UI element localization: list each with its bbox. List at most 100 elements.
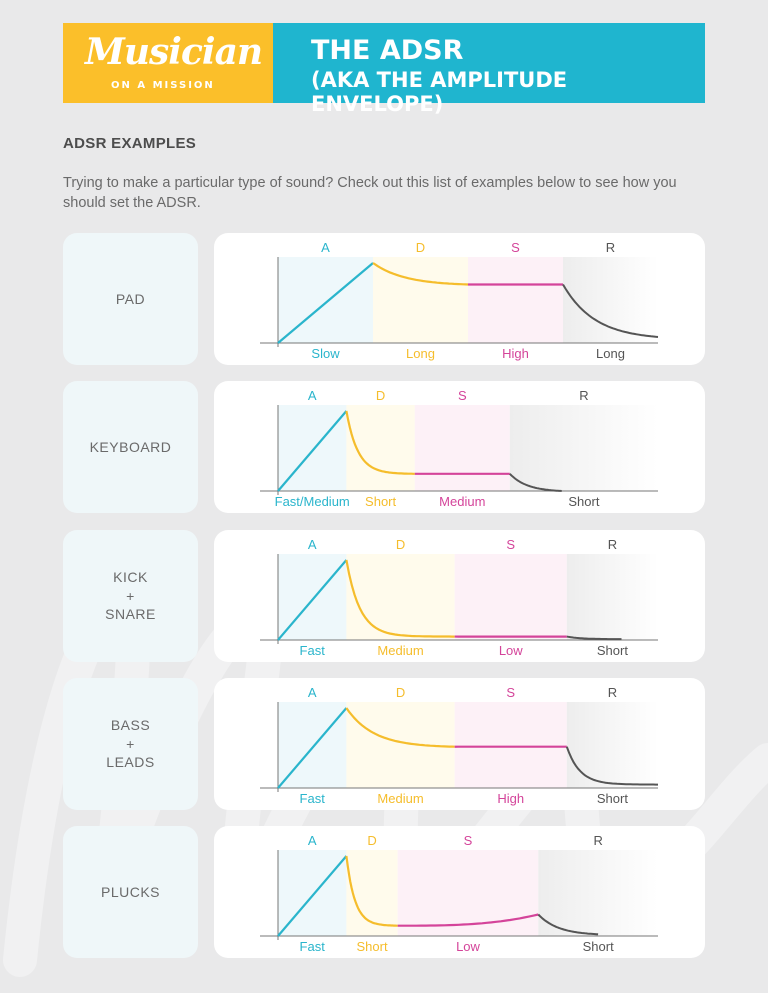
header-banner: Musician ON A MISSION THE ADSR (AKA THE … bbox=[63, 23, 705, 116]
page-subtitle: (AKA THE AMPLITUDE ENVELOPE) bbox=[311, 68, 568, 116]
decay-segment bbox=[372, 262, 469, 286]
attack-segment bbox=[277, 559, 348, 641]
attack-stage-letter: A bbox=[321, 240, 330, 255]
decay-stage-value: Long bbox=[406, 346, 435, 361]
sustain-stage-band bbox=[414, 405, 510, 491]
sustain-stage-band bbox=[397, 850, 539, 936]
release-segment bbox=[565, 746, 658, 786]
sustain-stage-value: Low bbox=[499, 643, 523, 658]
adsr-chart-card: A Fast D Short S Low R Short bbox=[214, 826, 705, 958]
attack-stage-letter: A bbox=[308, 388, 317, 403]
intro-text: Trying to make a particular type of soun… bbox=[63, 175, 677, 211]
release-stage-letter: R bbox=[608, 685, 617, 700]
release-stage-value: Short bbox=[583, 939, 614, 954]
sound-type-label-line: + bbox=[126, 587, 135, 604]
sound-type-label-line: SNARE bbox=[105, 606, 156, 623]
sound-type-label: BASS + LEADS bbox=[106, 716, 154, 772]
release-segment bbox=[537, 913, 599, 936]
release-segment bbox=[562, 284, 659, 338]
attack-stage-value: Fast/Medium bbox=[275, 494, 350, 509]
release-stage-band bbox=[566, 702, 658, 788]
adsr-envelope-diagram: A Fast D Medium S High R Short bbox=[260, 685, 658, 806]
decay-stage-band bbox=[346, 405, 415, 491]
sound-type-label-line: KICK bbox=[113, 569, 148, 586]
release-stage-band bbox=[566, 554, 658, 640]
sound-type-card: PLUCKS bbox=[63, 826, 198, 958]
adsr-chart-card: A Fast/Medium D Short S Medium R Short bbox=[214, 381, 705, 513]
adsr-envelope-diagram: A Fast/Medium D Short S Medium R Short bbox=[260, 388, 658, 509]
decay-stage-letter: D bbox=[367, 833, 376, 848]
attack-stage-value: Fast bbox=[300, 939, 326, 954]
release-stage-letter: R bbox=[579, 388, 588, 403]
sustain-stage-value: Low bbox=[456, 939, 480, 954]
decay-stage-value: Medium bbox=[377, 791, 423, 806]
adsr-chart-card: A Slow D Long S High R Long bbox=[214, 233, 705, 365]
sound-type-label: KEYBOARD bbox=[90, 438, 172, 457]
sound-type-label: PAD bbox=[116, 290, 145, 309]
sound-type-label-line: BASS bbox=[110, 717, 151, 734]
attack-stage-letter: A bbox=[308, 685, 317, 700]
sound-type-label: PLUCKS bbox=[101, 883, 160, 902]
sound-type-card: BASS + LEADS bbox=[63, 678, 198, 810]
release-stage-letter: R bbox=[606, 240, 615, 255]
attack-stage-letter: A bbox=[308, 833, 317, 848]
release-stage-value: Short bbox=[597, 791, 628, 806]
release-stage-letter: R bbox=[608, 537, 617, 552]
sustain-stage-band bbox=[454, 554, 567, 640]
sound-type-card: KEYBOARD bbox=[63, 381, 198, 513]
logo-wordmark: Musician bbox=[85, 31, 263, 73]
decay-stage-band bbox=[373, 257, 468, 343]
release-segment bbox=[509, 473, 562, 492]
attack-segment bbox=[277, 262, 374, 344]
attack-stage-value: Slow bbox=[311, 346, 340, 361]
sustain-segment bbox=[397, 913, 539, 927]
release-stage-letter: R bbox=[593, 833, 602, 848]
sound-type-label-line: PLUCKS bbox=[100, 883, 161, 900]
logo-panel: Musician ON A MISSION bbox=[63, 23, 303, 103]
sustain-stage-letter: S bbox=[458, 388, 467, 403]
decay-stage-letter: D bbox=[396, 537, 405, 552]
decay-stage-value: Medium bbox=[377, 643, 423, 658]
title-panel: THE ADSR (AKA THE AMPLITUDE ENVELOPE) bbox=[273, 23, 705, 116]
attack-stage-value: Fast bbox=[300, 791, 326, 806]
adsr-chart-card: A Fast D Medium S High R Short bbox=[214, 678, 705, 810]
logo-tagline: ON A MISSION bbox=[111, 80, 215, 91]
decay-stage-letter: D bbox=[416, 240, 425, 255]
adsr-chart-card: A Fast D Medium S Low R Short bbox=[214, 530, 705, 662]
release-stage-band bbox=[563, 257, 658, 343]
sustain-stage-value: Medium bbox=[439, 494, 485, 509]
sustain-stage-letter: S bbox=[464, 833, 473, 848]
decay-stage-value: Short bbox=[357, 939, 388, 954]
attack-stage-letter: A bbox=[308, 537, 317, 552]
adsr-envelope-diagram: A Fast D Medium S Low R Short bbox=[260, 537, 658, 658]
decay-segment bbox=[345, 410, 415, 475]
sustain-stage-letter: S bbox=[506, 537, 515, 552]
attack-segment bbox=[277, 855, 348, 937]
adsr-envelope-diagram: A Slow D Long S High R Long bbox=[260, 240, 659, 361]
release-stage-value: Long bbox=[596, 346, 625, 361]
decay-segment bbox=[345, 707, 455, 748]
release-stage-band bbox=[509, 405, 658, 491]
sound-type-label-line: LEADS bbox=[106, 754, 155, 771]
sound-type-label-line: PAD bbox=[115, 290, 146, 307]
decay-stage-letter: D bbox=[396, 685, 405, 700]
attack-segment bbox=[277, 410, 348, 492]
sustain-stage-band bbox=[468, 257, 563, 343]
decay-stage-band bbox=[346, 554, 455, 640]
sound-type-label-line: KEYBOARD bbox=[89, 438, 172, 455]
section-heading: ADSR EXAMPLES bbox=[63, 135, 197, 152]
page-title: THE ADSR bbox=[311, 35, 464, 66]
attack-segment bbox=[277, 707, 348, 789]
sustain-stage-letter: S bbox=[506, 685, 515, 700]
sound-type-label-line: + bbox=[126, 735, 135, 752]
release-stage-value: Short bbox=[568, 494, 599, 509]
release-segment bbox=[566, 635, 622, 641]
attack-stage-value: Fast bbox=[300, 643, 326, 658]
decay-segment bbox=[345, 855, 398, 927]
sound-type-card: KICK + SNARE bbox=[63, 530, 198, 662]
sound-type-card: PAD bbox=[63, 233, 198, 365]
decay-segment bbox=[345, 559, 455, 638]
decay-stage-letter: D bbox=[376, 388, 385, 403]
sustain-stage-value: High bbox=[502, 346, 529, 361]
adsr-envelope-diagram: A Fast D Short S Low R Short bbox=[260, 833, 658, 954]
